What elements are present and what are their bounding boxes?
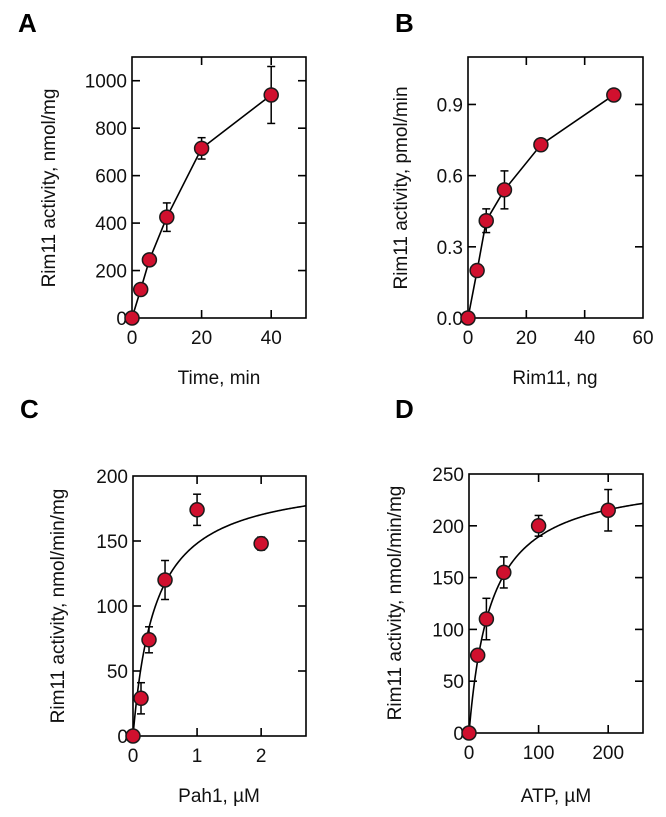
data-point-c [253, 535, 269, 552]
panel-c: C Pah1, µM Rim11 activity, nmol/min/mg 0… [20, 394, 307, 807]
plot-frame-a [131, 56, 307, 319]
data-point-a [263, 87, 279, 103]
data-point-d [461, 725, 477, 741]
y-tick-label-a: 600 [95, 167, 127, 188]
data-point-d [530, 518, 547, 534]
data-point-a [132, 281, 149, 298]
x-axis-title-d: ATP, µM [521, 786, 591, 807]
data-point-b [460, 310, 476, 326]
y-tick-label-d: 200 [432, 517, 464, 538]
y-tick-label-c: 50 [107, 662, 128, 683]
data-point-c [125, 728, 141, 744]
y-axis-title-b: Rim11 activity, pmol/min [391, 86, 412, 289]
x-tick-label-b: 0 [463, 328, 474, 349]
y-tick-label-b: 0.9 [437, 95, 463, 116]
x-tick-label-d: 200 [592, 743, 624, 764]
data-point-b [469, 262, 485, 279]
x-tick-label-d: 100 [523, 743, 555, 764]
x-tick-label-a: 0 [127, 328, 138, 349]
y-tick-label-c: 0 [117, 727, 128, 748]
data-point-d [600, 502, 616, 519]
data-point-b [478, 212, 494, 229]
y-tick-label-a: 800 [95, 119, 127, 140]
data-point-d [496, 564, 512, 581]
x-axis-title-b: Rim11, ng [512, 368, 597, 389]
x-axis-title-c: Pah1, µM [178, 786, 260, 807]
panel-letter-b: B [395, 8, 414, 38]
y-tick-label-a: 1000 [85, 72, 127, 93]
panel-letter-a: A [18, 8, 37, 38]
fit-line-d [468, 502, 644, 734]
y-axis-title-c: Rim11 activity, nmol/min/mg [48, 489, 69, 724]
y-tick-label-b: 0.6 [437, 167, 463, 188]
y-tick-label-a: 400 [95, 214, 127, 235]
plot-frame-c [132, 475, 307, 737]
y-tick-label-c: 200 [96, 467, 128, 488]
panel-d: D ATP, µM Rim11 activity, nmol/min/mg 0 1… [385, 394, 644, 807]
fit-line-b [467, 94, 615, 319]
panel-letter-c: C [20, 394, 39, 424]
x-tick-label-a: 20 [191, 328, 212, 349]
data-point-a [124, 310, 140, 326]
plot-frame-b [467, 56, 644, 319]
data-point-b [533, 137, 549, 153]
y-tick-label-d: 100 [432, 620, 464, 641]
panel-letter-d: D [395, 394, 414, 424]
data-point-b [496, 182, 513, 198]
data-point-c [141, 632, 157, 648]
y-tick-label-d: 0 [453, 724, 464, 745]
x-axis-title-a: Time, min [178, 368, 261, 389]
y-tick-label-a: 0 [116, 309, 127, 330]
x-tick-label-c: 1 [192, 746, 203, 767]
data-point-c [189, 502, 205, 518]
x-tick-label-a: 40 [261, 328, 282, 349]
y-tick-label-b: 0.0 [437, 309, 463, 330]
x-tick-label-b: 40 [574, 328, 595, 349]
y-tick-label-d: 150 [432, 569, 464, 590]
data-point-c [157, 572, 173, 588]
y-axis-title-a: Rim11 activity, nmol/mg [39, 89, 60, 288]
panel-b: B Rim11, ng Rim11 activity, pmol/min 0 20… [391, 8, 654, 389]
plot-frame-d [468, 473, 644, 734]
data-point-b [606, 87, 622, 103]
x-tick-label-b: 60 [632, 328, 653, 349]
data-point-d [469, 647, 486, 664]
fit-line-a [131, 94, 272, 319]
data-point-a [193, 140, 210, 157]
data-point-a [141, 252, 158, 268]
data-point-a [159, 209, 175, 225]
y-tick-label-c: 150 [96, 532, 128, 553]
x-tick-label-d: 0 [464, 743, 475, 764]
y-axis-title-d: Rim11 activity, nmol/min/mg [385, 486, 406, 721]
x-tick-label-c: 2 [256, 746, 267, 767]
data-point-c [133, 690, 149, 707]
y-tick-label-c: 100 [96, 597, 128, 618]
y-tick-label-d: 250 [432, 465, 464, 486]
x-tick-label-b: 20 [516, 328, 537, 349]
fit-line-c [132, 505, 307, 737]
x-tick-label-c: 0 [128, 746, 139, 767]
y-tick-label-a: 200 [95, 262, 127, 283]
y-tick-label-d: 50 [443, 672, 464, 693]
panel-a: A Time, min Rim11 activity, nmol/mg 0 20 4… [18, 8, 307, 389]
y-tick-label-b: 0.3 [437, 238, 463, 259]
data-point-d [478, 611, 495, 627]
